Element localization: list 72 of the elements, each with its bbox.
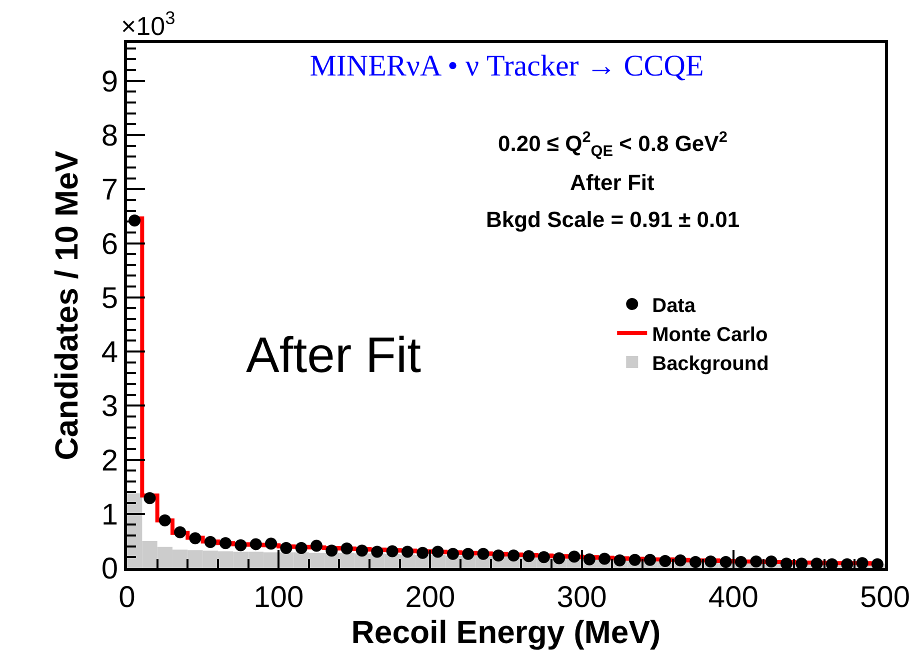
point xyxy=(477,548,490,560)
y-tick-label: 6 xyxy=(101,228,118,261)
point xyxy=(674,554,686,566)
y-tick-label: 4 xyxy=(101,336,118,370)
point xyxy=(780,558,792,568)
point xyxy=(386,545,398,558)
point xyxy=(628,554,641,566)
point xyxy=(734,556,747,568)
chart-title: MINERνA • ν Tracker → CCQE xyxy=(310,50,704,83)
point xyxy=(446,548,459,560)
point xyxy=(508,550,520,562)
point xyxy=(158,514,171,526)
x-tick-label: 500 xyxy=(860,581,910,614)
point xyxy=(401,546,414,558)
point xyxy=(280,542,292,554)
x-tick-label: 200 xyxy=(405,581,456,614)
point xyxy=(598,552,611,565)
point xyxy=(432,546,444,558)
legend-label: Background xyxy=(652,352,769,375)
y-axis-title: Candidates / 10 MeV xyxy=(48,150,85,460)
y-tick-label: 5 xyxy=(101,282,118,315)
legend-label: Monte Carlo xyxy=(652,324,768,346)
point xyxy=(492,550,504,562)
point xyxy=(204,536,216,548)
point xyxy=(295,542,308,554)
point xyxy=(220,537,232,550)
point xyxy=(704,556,717,568)
annotation: 0.20 ≤ Q$^{2}$$_{QE}$ < 0.8 GeV$^{2}$ xyxy=(498,129,728,160)
y-tick-label: 8 xyxy=(101,120,118,153)
point xyxy=(614,554,626,566)
point xyxy=(538,551,550,564)
point xyxy=(144,492,156,504)
x-tick-label: 400 xyxy=(708,581,758,614)
point xyxy=(326,544,338,557)
point xyxy=(583,553,596,566)
y-tick-label: 3 xyxy=(101,390,118,424)
point xyxy=(568,550,580,563)
y-tick-label: 1 xyxy=(101,498,118,532)
x-tick-label: 100 xyxy=(254,581,304,614)
point xyxy=(644,554,656,566)
point xyxy=(750,556,762,568)
x-tick-label: 300 xyxy=(556,581,607,614)
point xyxy=(659,554,672,567)
point xyxy=(522,550,535,562)
point xyxy=(720,556,732,568)
point xyxy=(765,556,778,568)
annotation: After Fit xyxy=(570,170,655,195)
point xyxy=(796,558,808,568)
point xyxy=(690,556,702,568)
legend-label: Data xyxy=(652,294,696,317)
point xyxy=(553,552,566,564)
point xyxy=(340,542,353,555)
point xyxy=(856,557,868,568)
point xyxy=(810,558,823,568)
point xyxy=(174,526,186,538)
point xyxy=(371,546,384,558)
y-tick-label: 7 xyxy=(101,174,118,207)
annotation: After Fit xyxy=(246,327,422,383)
point xyxy=(234,539,247,552)
point xyxy=(462,548,474,560)
y-tick-label: 9 xyxy=(101,65,118,98)
text: ×10$^{3}$ xyxy=(121,8,176,41)
point xyxy=(356,544,368,557)
x-axis-title: Recoil Energy (MeV) xyxy=(351,614,661,650)
point xyxy=(310,540,322,552)
y-tick-label: 2 xyxy=(101,444,118,478)
annotation: Bkgd Scale = 0.91 ± 0.01 xyxy=(486,207,740,232)
y-tick-label: 0 xyxy=(101,552,118,586)
point xyxy=(416,546,429,559)
point xyxy=(250,538,262,550)
point xyxy=(189,532,202,544)
point xyxy=(265,538,278,550)
